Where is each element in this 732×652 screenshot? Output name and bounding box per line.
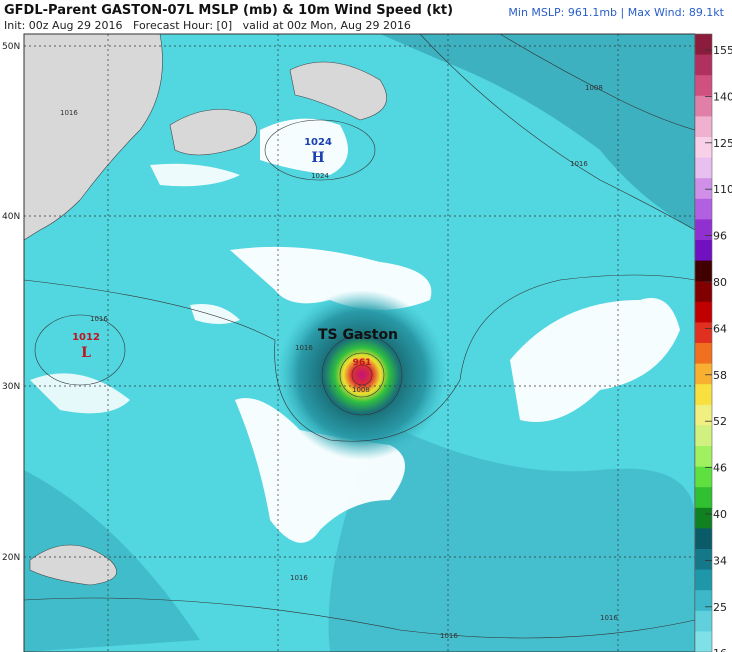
- colorbar-swatch: [695, 487, 712, 509]
- isobar-label: 1016: [290, 574, 308, 582]
- colorbar-swatch: [695, 507, 712, 529]
- land: [169, 109, 257, 156]
- colorbar-swatch: [695, 95, 712, 117]
- isobar-label: 1016: [570, 160, 588, 168]
- colorbar-swatch: [695, 198, 712, 220]
- low-symbol: L: [81, 345, 91, 361]
- isobar-label: 1008: [585, 84, 603, 92]
- calm: [235, 398, 405, 543]
- storm-label: TS Gaston: [318, 327, 398, 343]
- colorbar-label: 64: [713, 322, 727, 335]
- colorbar-swatch: [695, 343, 712, 365]
- colorbar-swatch: [695, 240, 712, 262]
- colorbar-label: 96: [713, 230, 727, 243]
- colorbar-label: 52: [713, 415, 727, 428]
- colorbar-swatch: [695, 301, 712, 323]
- colorbar-swatch: [695, 404, 712, 426]
- high-pressure: 1024: [304, 137, 332, 148]
- colorbar-swatch: [695, 260, 712, 282]
- calm: [30, 373, 130, 414]
- shade: [328, 420, 695, 652]
- low-pressure: 1012: [72, 332, 100, 343]
- colorbar-swatch: [695, 116, 712, 138]
- calm: [260, 118, 348, 175]
- colorbar-swatch: [695, 446, 712, 468]
- colorbar-label: 155: [713, 44, 732, 57]
- land: [289, 61, 387, 121]
- lat-label: 20N: [2, 553, 20, 563]
- calm: [510, 298, 680, 422]
- colorbar-swatch: [695, 631, 712, 652]
- storm-core: [277, 290, 447, 460]
- isobar-label: 1016: [440, 632, 458, 640]
- colorbar-swatch: [695, 590, 712, 612]
- lat-label: 30N: [2, 382, 20, 392]
- colorbar-swatch: [695, 322, 712, 344]
- colorbar-label: 80: [713, 276, 727, 289]
- isobar-label: 1016: [60, 109, 78, 117]
- colorbar-frame: [694, 33, 713, 652]
- colorbar-swatch: [695, 75, 712, 97]
- subtitle: Init: 00z Aug 29 2016 Forecast Hour: [0]…: [4, 19, 411, 32]
- shade: [24, 470, 200, 652]
- isobars: [24, 34, 695, 639]
- isobar-label: 1016: [600, 614, 618, 622]
- colorbar-swatch: [695, 384, 712, 406]
- colorbar-swatch: [695, 610, 712, 632]
- title: GFDL-Parent GASTON-07L MSLP (mb) & 10m W…: [4, 3, 454, 18]
- colorbar-label: 16: [713, 647, 727, 652]
- colorbar-label: 25: [713, 601, 727, 614]
- land: [24, 34, 163, 241]
- colorbar-label: 110: [713, 183, 732, 196]
- colorbar-swatch: [695, 54, 712, 76]
- graticule: [24, 34, 695, 652]
- colorbar-swatch: [695, 34, 712, 56]
- shade: [380, 34, 695, 230]
- high-symbol: H: [311, 150, 324, 166]
- colorbar-swatch: [695, 363, 712, 385]
- isobar-label: 1024: [311, 172, 329, 180]
- colorbar-swatch: [695, 178, 712, 200]
- colorbar-label: 40: [713, 508, 727, 521]
- colorbar-swatch: [695, 281, 712, 303]
- colorbar-swatch: [695, 219, 712, 241]
- isobar-label: 1008: [352, 386, 370, 394]
- colorbar-swatch: [695, 157, 712, 179]
- colorbar-swatch: [695, 528, 712, 550]
- colorbar-label: 140: [713, 90, 732, 103]
- colorbar-label: 125: [713, 137, 732, 150]
- calm: [150, 163, 240, 187]
- colorbar-swatch: [695, 466, 712, 488]
- colorbar: 155 140 125 110 96 80 64 58 52 46 40 34 25 16: [694, 33, 732, 652]
- colorbar-swatch: [695, 137, 712, 159]
- isobar-label: 1016: [295, 344, 313, 352]
- land: [29, 544, 117, 586]
- stats: Min MSLP: 961.1mb | Max Wind: 89.1kt: [508, 6, 724, 19]
- isobar-label: 1016: [90, 315, 108, 323]
- calm: [190, 304, 240, 324]
- colorbar-label: 34: [713, 554, 727, 567]
- lat-label: 50N: [2, 42, 20, 52]
- storm-pressure: 961: [353, 358, 372, 368]
- lat-label: 40N: [2, 212, 20, 222]
- colorbar-label: 46: [713, 462, 727, 475]
- colorbar-swatch: [695, 569, 712, 591]
- map-area: [24, 34, 695, 652]
- colorbar-label: 58: [713, 369, 727, 382]
- colorbar-swatch: [695, 549, 712, 571]
- colorbar-swatch: [695, 425, 712, 447]
